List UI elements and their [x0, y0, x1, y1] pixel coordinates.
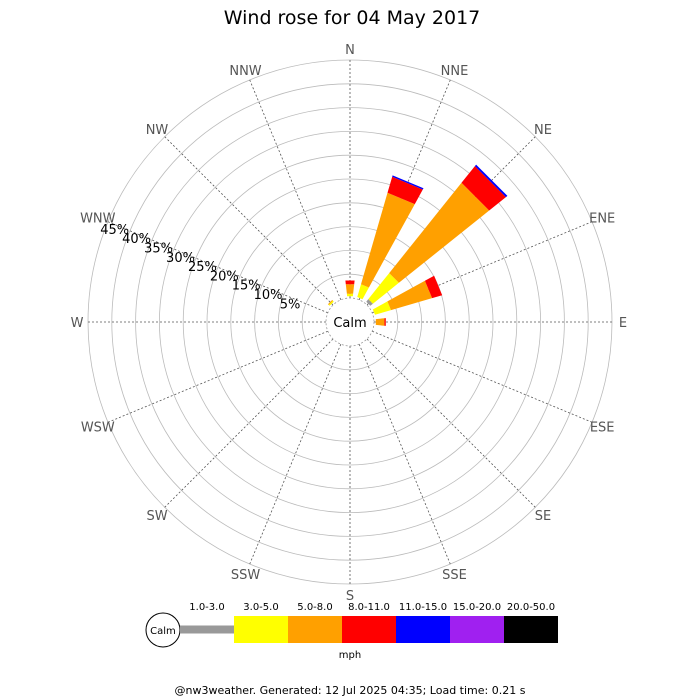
- radial-tick-40%: 40%: [122, 232, 151, 247]
- legend-swatch-11.0-15.0: [396, 616, 450, 643]
- legend-label-5.0-8.0: 5.0-8.0: [297, 602, 332, 613]
- bar-ENE-8.0-11.0: [424, 275, 443, 299]
- grid-ring: [111, 83, 589, 561]
- radial-tick-10%: 10%: [254, 288, 283, 303]
- legend-label-8.0-11.0: 8.0-11.0: [348, 602, 390, 613]
- chart-title: Wind rose for 04 May 2017: [224, 7, 481, 29]
- compass-label-WSW: WSW: [81, 421, 115, 436]
- compass-label-NNE: NNE: [441, 64, 469, 79]
- legend-label-3.0-5.0: 3.0-5.0: [243, 602, 278, 613]
- bar-E-5.0-8.0: [375, 318, 385, 326]
- compass-label-WNW: WNW: [80, 212, 116, 227]
- compass-label-ESE: ESE: [590, 421, 615, 436]
- legend-swatch-20.0-50.0: [504, 616, 558, 643]
- legend-calm-label: Calm: [150, 626, 176, 637]
- legend-label-20.0-50.0: 20.0-50.0: [507, 602, 555, 613]
- legend-label-1.0-3.0: 1.0-3.0: [189, 602, 224, 613]
- radial-tick-35%: 35%: [144, 242, 173, 257]
- compass-label-NW: NW: [146, 123, 169, 138]
- grid-ring: [135, 107, 565, 537]
- compass-label-SW: SW: [146, 509, 167, 524]
- legend-units: mph: [339, 650, 361, 661]
- compass-label-S: S: [346, 589, 354, 604]
- compass-label-SE: SE: [535, 509, 551, 524]
- compass-label-SSE: SSE: [442, 568, 467, 583]
- radial-tick-30%: 30%: [166, 251, 195, 266]
- radial-tick-labels: 5%10%15%20%25%30%35%40%45%: [100, 223, 300, 312]
- grid-ring: [277, 249, 422, 394]
- calm-center: Calm: [325, 297, 375, 347]
- legend-label-11.0-15.0: 11.0-15.0: [399, 602, 447, 613]
- compass-label-SSW: SSW: [231, 568, 261, 583]
- radial-tick-45%: 45%: [100, 223, 129, 238]
- compass-labels: N NNE NE ENE E ESE SE SSE S SSW SW WSW W WNW NW NNW: [71, 43, 628, 604]
- bar-ENE-3.0-5.0: [372, 301, 391, 315]
- bar-NNE-8.0-11.0: [387, 176, 423, 205]
- legend-swatch-3.0-5.0: [234, 616, 288, 643]
- bar-NE-3.0-5.0: [368, 273, 399, 304]
- calm-label: Calm: [333, 316, 366, 331]
- grid-ring: [158, 130, 542, 514]
- grid-ring: [206, 178, 494, 466]
- compass-label-NNW: NNW: [229, 64, 261, 79]
- grid-ring: [182, 154, 518, 490]
- compass-label-NE: NE: [534, 123, 552, 138]
- radial-tick-5%: 5%: [280, 297, 301, 312]
- bar-NE-8.0-11.0: [461, 166, 506, 211]
- polar-grid: [87, 59, 613, 585]
- bar-NNE-5.0-8.0: [361, 192, 415, 288]
- compass-label-W: W: [71, 316, 84, 331]
- bar-NW-3.0-5.0: [328, 300, 334, 306]
- bar-N-3.0-5.0: [346, 293, 354, 297]
- grid-ring: [301, 273, 399, 371]
- legend-swatch-15.0-20.0: [450, 616, 504, 643]
- compass-label-E: E: [619, 316, 627, 331]
- legend-label-15.0-20.0: 15.0-20.0: [453, 602, 501, 613]
- legend-swatch-8.0-11.0: [342, 616, 396, 643]
- bar-NNE-11.0-15.0: [392, 175, 424, 190]
- wind-bars: [327, 164, 508, 326]
- bar-N-5.0-8.0: [345, 284, 355, 294]
- radial-tick-15%: 15%: [232, 279, 261, 294]
- grid-ring: [254, 226, 446, 418]
- bar-E-8.0-11.0: [384, 318, 386, 326]
- bar-NW-5.0-8.0: [327, 299, 333, 305]
- footer-text: @nw3weather. Generated: 12 Jul 2025 04:3…: [175, 684, 526, 697]
- bar-NNE-3.0-5.0: [357, 284, 369, 300]
- calm-circle: [325, 297, 375, 347]
- bar-N-8.0-11.0: [345, 280, 355, 285]
- compass-label-ENE: ENE: [589, 212, 615, 227]
- radial-tick-20%: 20%: [210, 269, 239, 284]
- compass-label-N: N: [345, 43, 355, 58]
- bar-NE-11.0-15.0: [474, 164, 508, 198]
- bar-NE-5.0-8.0: [389, 182, 490, 283]
- radial-tick-25%: 25%: [188, 260, 217, 275]
- bar-ENE-5.0-8.0: [387, 280, 433, 311]
- grid-ring: [230, 202, 470, 442]
- legend-swatch-5.0-8.0: [288, 616, 342, 643]
- speed-legend: Calm mph 1.0-3.0 3.0-5.0 5.0-8.0 8.0-11.0 11…: [145, 602, 558, 661]
- bar-NE-1.0-3.0: [366, 299, 373, 306]
- legend-swatch-1.0-3.0: [180, 625, 234, 634]
